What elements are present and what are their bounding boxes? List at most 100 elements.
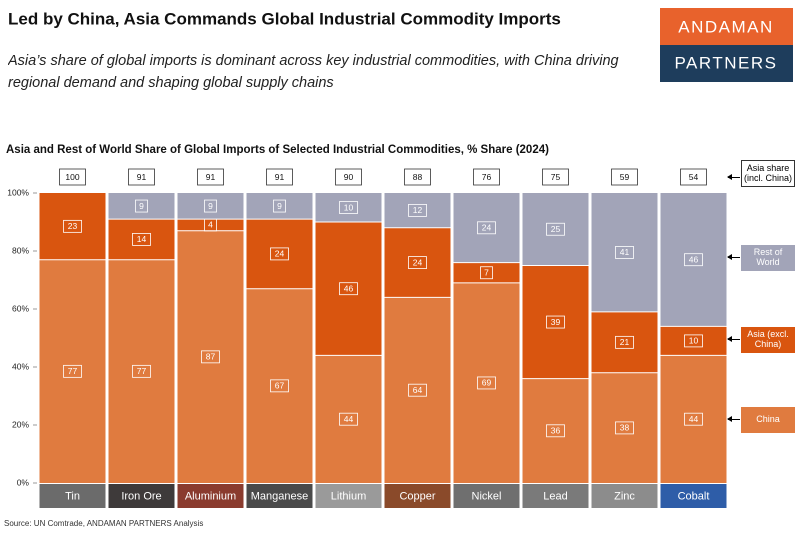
value-label-box: [615, 421, 634, 435]
y-tick-label: 60%: [12, 303, 29, 313]
value-label-box: [135, 199, 148, 213]
category-tile: [315, 484, 382, 508]
bar-segment: [315, 222, 382, 356]
legend-arrow: [727, 416, 740, 422]
bar-segment: [39, 193, 106, 260]
value-label-box: [477, 376, 496, 390]
total-label: 91: [137, 172, 147, 182]
total-label: 54: [689, 172, 699, 182]
category-tile: [591, 484, 658, 508]
value-label-box: [270, 247, 289, 261]
total-box: [59, 168, 86, 186]
value-label: 36: [551, 426, 561, 436]
logo-top: [660, 8, 793, 45]
category-tile: [246, 484, 313, 508]
total-box: [197, 168, 224, 186]
bar-segment: [453, 282, 520, 483]
value-label-box: [339, 282, 358, 296]
value-label-box: [546, 424, 565, 438]
source: Source: UN Comtrade, ANDAMAN PARTNERS An…: [4, 519, 203, 528]
value-label: 4: [208, 220, 213, 230]
value-label-box: [684, 412, 703, 426]
value-label: 9: [208, 201, 213, 211]
value-label: 10: [344, 202, 354, 212]
value-label: 64: [413, 385, 423, 395]
bar-segment: [177, 193, 244, 220]
legend-item: China: [741, 407, 795, 433]
value-label: 9: [277, 201, 282, 211]
bar-segment: [108, 219, 175, 260]
value-label: 41: [620, 247, 630, 257]
bar-segment: [660, 355, 727, 483]
total-box: [611, 168, 638, 186]
value-label-box: [63, 219, 82, 233]
category-tile: [39, 484, 106, 508]
value-label-box: [615, 246, 634, 259]
value-label: 38: [620, 423, 630, 433]
value-label: 46: [344, 283, 354, 293]
bar-segment: [246, 193, 313, 220]
value-label: 44: [344, 414, 354, 424]
subtitle: Asia’s share of global imports is domina…: [8, 53, 619, 91]
bar-segment: [246, 288, 313, 483]
total-box: [404, 168, 431, 186]
total-label: 91: [206, 172, 216, 182]
bar-segment: [522, 265, 589, 379]
value-label-box: [408, 256, 427, 270]
legend-arrow: [727, 174, 740, 180]
total-box: [266, 168, 293, 186]
total-box: [473, 168, 500, 186]
value-label-box: [408, 203, 427, 217]
legend-totals: Asia share (incl. China): [741, 160, 795, 187]
value-label-box: [132, 364, 151, 378]
value-label: 69: [482, 378, 492, 388]
value-label: 24: [482, 223, 492, 233]
y-tick-label: 40%: [12, 361, 29, 371]
total-label: 88: [413, 172, 423, 182]
y-tick-label: 100%: [7, 187, 29, 197]
legend-arrow: [727, 336, 740, 342]
y-tick-label: 0%: [17, 477, 30, 487]
logo-text: ANDAMAN: [678, 17, 774, 36]
subtitle-box: Asia’s share of global imports is domina…: [8, 53, 619, 91]
value-label-box: [339, 412, 358, 426]
y-tick-label: 80%: [12, 245, 29, 255]
total-box: [680, 168, 707, 186]
value-label: 24: [413, 257, 423, 267]
x-tick-label: Lead: [543, 490, 567, 502]
x-tick-label: Aluminium: [185, 490, 236, 502]
value-label-box: [339, 201, 358, 214]
x-tick-label: Manganese: [251, 490, 309, 502]
bar-segment: [453, 193, 520, 263]
bar-segment: [660, 193, 727, 327]
x-tick-label: Nickel: [472, 490, 502, 502]
bar-segment: [591, 193, 658, 312]
value-label-box: [201, 350, 220, 364]
total-label: 91: [275, 172, 285, 182]
legend-arrow: [727, 254, 740, 260]
value-label: 44: [689, 414, 699, 424]
value-label-box: [63, 364, 82, 378]
value-label-box: [273, 199, 286, 213]
x-tick-label: Lithium: [331, 490, 366, 502]
value-label-box: [408, 383, 427, 397]
value-label: 7: [484, 268, 489, 278]
category-tile: [453, 484, 520, 508]
bar-segment: [315, 355, 382, 483]
value-label: 24: [275, 249, 285, 259]
value-label: 21: [620, 337, 630, 347]
value-label-box: [615, 335, 634, 349]
category-tile: [177, 484, 244, 508]
bar-segment: [453, 262, 520, 283]
bar-segment: [39, 259, 106, 483]
value-label-box: [132, 232, 151, 246]
bar-segment: [108, 193, 175, 220]
legend-item: Asia (excl. China): [741, 327, 795, 353]
total-box: [542, 168, 569, 186]
total-label: 75: [551, 172, 561, 182]
value-label: 39: [551, 317, 561, 327]
value-label-box: [684, 253, 703, 267]
category-tile: [522, 484, 589, 508]
